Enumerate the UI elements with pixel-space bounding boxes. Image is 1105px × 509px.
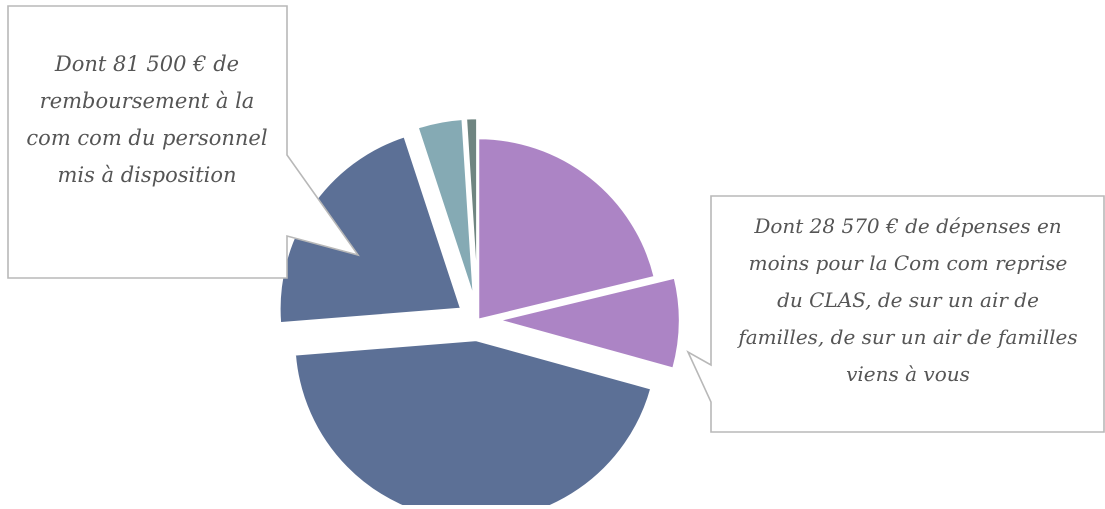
annotation-left: Dont 81 500 € de remboursement à la com …	[26, 52, 268, 187]
callout-box-right	[686, 195, 1105, 433]
pie-slice-6	[464, 116, 479, 301]
pie-slice-2	[493, 275, 682, 371]
callout-boxes	[7, 5, 1105, 433]
callout-box-left	[7, 5, 360, 279]
pie-slices	[278, 116, 682, 509]
annotation-right: Dont 28 570 € de dépenses en moins pour …	[738, 214, 1078, 386]
pie-slice-5	[415, 117, 476, 301]
pie-slice-1	[476, 136, 657, 322]
pie-slice-3	[293, 338, 654, 509]
